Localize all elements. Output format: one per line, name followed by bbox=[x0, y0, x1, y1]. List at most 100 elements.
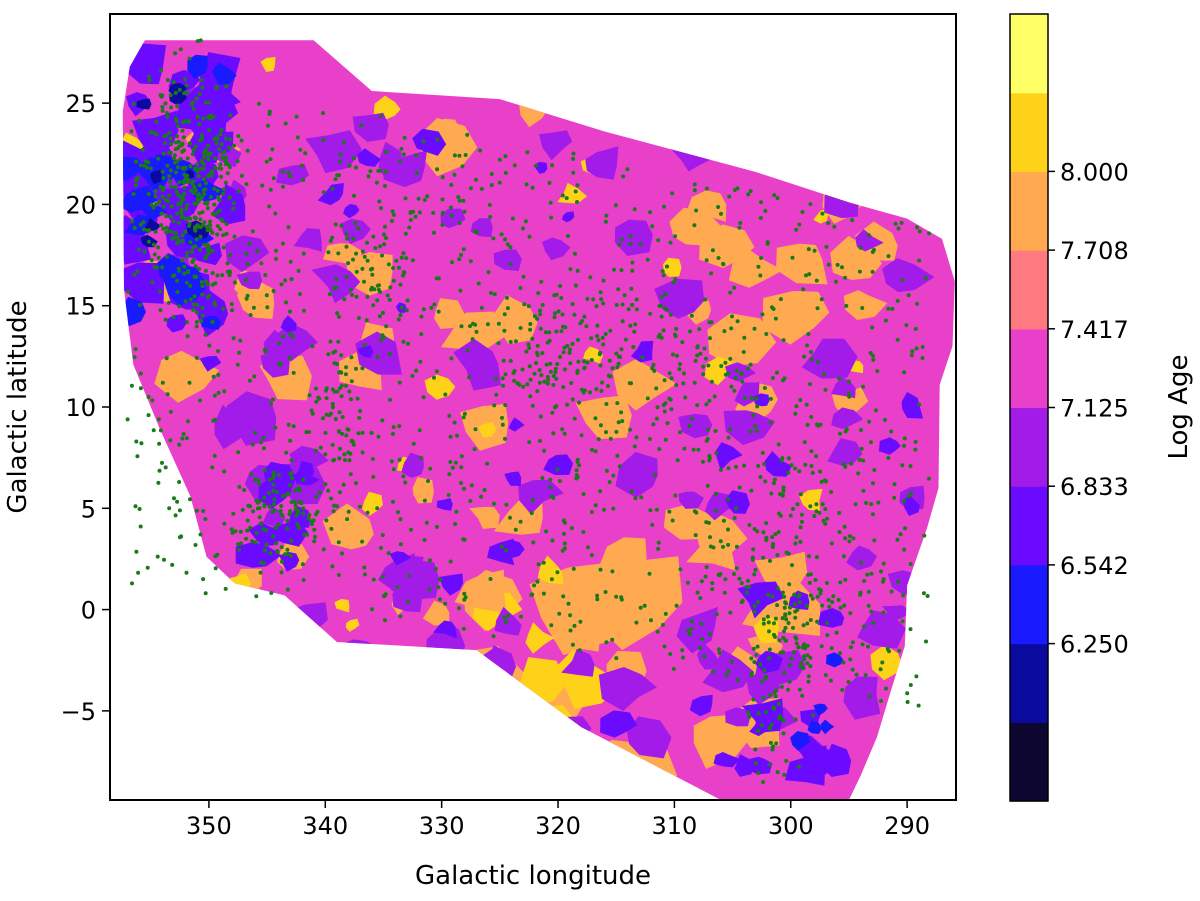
star-point bbox=[285, 518, 290, 523]
star-point bbox=[513, 339, 518, 344]
star-point bbox=[167, 506, 172, 511]
contour-patch bbox=[354, 750, 395, 793]
star-point bbox=[177, 144, 182, 149]
star-point bbox=[784, 638, 789, 643]
star-point bbox=[133, 347, 138, 352]
star-point bbox=[198, 247, 202, 252]
star-point bbox=[168, 93, 173, 98]
star-point bbox=[203, 268, 208, 273]
star-point bbox=[645, 257, 650, 262]
star-point bbox=[789, 463, 794, 468]
star-point bbox=[221, 306, 226, 311]
star-point bbox=[902, 436, 907, 441]
star-point bbox=[161, 204, 166, 209]
star-point bbox=[355, 396, 360, 401]
star-point bbox=[386, 262, 391, 267]
star-point bbox=[344, 231, 349, 236]
star-point bbox=[250, 229, 255, 234]
star-point bbox=[789, 656, 794, 661]
star-point bbox=[815, 306, 820, 311]
contour-patch bbox=[725, 707, 751, 727]
star-point bbox=[764, 332, 769, 336]
star-point bbox=[898, 532, 903, 537]
star-point bbox=[279, 504, 284, 508]
x-tick-label: 320 bbox=[535, 812, 581, 840]
star-point bbox=[193, 264, 198, 269]
contour-patch bbox=[345, 618, 360, 632]
contour-patch bbox=[776, 243, 828, 285]
contour-patch bbox=[707, 313, 777, 367]
star-point bbox=[669, 407, 674, 412]
star-point bbox=[237, 547, 242, 552]
star-point bbox=[224, 231, 229, 236]
star-point bbox=[539, 279, 544, 284]
star-point bbox=[190, 260, 195, 265]
star-point bbox=[899, 220, 904, 225]
star-point bbox=[603, 590, 608, 594]
star-point bbox=[841, 660, 846, 665]
star-point bbox=[759, 256, 764, 260]
star-point bbox=[217, 147, 221, 152]
star-point bbox=[900, 463, 905, 468]
star-point bbox=[648, 311, 653, 316]
star-point bbox=[762, 668, 767, 673]
star-point bbox=[183, 119, 188, 124]
star-point bbox=[183, 229, 188, 234]
star-point bbox=[450, 465, 455, 470]
star-point bbox=[527, 234, 532, 239]
star-point bbox=[914, 674, 919, 679]
star-point bbox=[541, 591, 546, 596]
contour-patch bbox=[846, 545, 878, 571]
star-point bbox=[771, 307, 776, 311]
star-point bbox=[194, 96, 199, 101]
star-point bbox=[340, 415, 345, 419]
star-point bbox=[820, 211, 825, 216]
star-point bbox=[615, 401, 620, 406]
star-point bbox=[311, 518, 316, 523]
star-point bbox=[567, 350, 572, 355]
colorbar-segment bbox=[1010, 328, 1048, 409]
contour-patch bbox=[401, 452, 424, 478]
star-point bbox=[842, 603, 847, 608]
star-point bbox=[307, 393, 312, 398]
star-point bbox=[371, 577, 376, 582]
star-point bbox=[595, 597, 600, 602]
star-point bbox=[219, 174, 223, 179]
star-point bbox=[526, 342, 531, 347]
star-point bbox=[149, 258, 154, 263]
star-point bbox=[589, 553, 594, 558]
star-point bbox=[858, 592, 863, 597]
star-point bbox=[671, 280, 676, 285]
star-point bbox=[313, 448, 318, 453]
star-point bbox=[150, 398, 155, 403]
star-point bbox=[220, 273, 225, 278]
star-point bbox=[881, 579, 885, 584]
star-point bbox=[597, 352, 602, 357]
star-point bbox=[404, 256, 409, 261]
star-point bbox=[257, 101, 261, 106]
star-point bbox=[819, 644, 824, 649]
star-point bbox=[606, 373, 611, 378]
star-point bbox=[281, 494, 286, 499]
star-point bbox=[628, 242, 633, 246]
star-point bbox=[239, 173, 244, 178]
star-point bbox=[174, 189, 179, 194]
star-point bbox=[527, 364, 532, 369]
star-point bbox=[473, 322, 478, 327]
star-point bbox=[138, 163, 143, 168]
star-point bbox=[571, 151, 576, 156]
star-point bbox=[665, 264, 669, 269]
contour-patch bbox=[827, 438, 863, 466]
contour-patch bbox=[678, 491, 704, 509]
star-point bbox=[532, 371, 537, 376]
star-point bbox=[160, 105, 165, 109]
star-point bbox=[403, 480, 408, 485]
star-point bbox=[616, 287, 621, 292]
contour-patch bbox=[612, 358, 677, 411]
star-point bbox=[616, 420, 621, 425]
star-point bbox=[850, 667, 855, 672]
star-point bbox=[391, 467, 396, 472]
star-point bbox=[558, 355, 563, 359]
star-point bbox=[503, 619, 508, 624]
